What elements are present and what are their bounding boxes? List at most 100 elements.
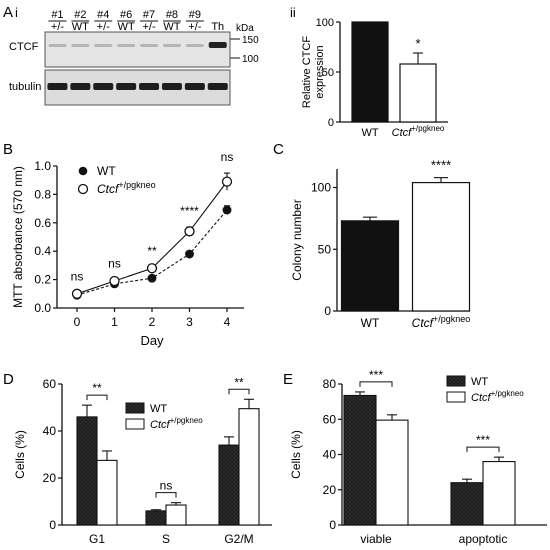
e-significance-bracket [359,381,393,387]
d-significance: ** [92,381,102,395]
b-legend-marker [77,183,89,195]
b-data-point [71,288,83,299]
e-significance: *** [369,368,383,382]
b-y-label: MTT absorbance (570 nm) [11,166,25,308]
aii-significance: * [415,36,420,51]
blot-ctcf-band [208,42,227,48]
b-y-tick-label: 0.4 [34,244,51,258]
e-legend-swatch [446,391,466,403]
b-data-point [185,249,194,259]
d-significance: ** [234,375,244,389]
b-legend-marker [78,166,88,176]
d-y-label: Cells (%) [13,430,27,479]
blot-marker-150: 150 [242,35,259,46]
c-x-tick-label: WT [361,316,380,330]
e-bar [375,419,409,526]
b-x-tick-label: 3 [186,315,193,329]
d-significance-bracket [228,388,250,395]
blot-lane-genotype: WT [118,21,135,33]
panel-label-a-ii: ii [290,5,296,20]
b-data-point [146,263,158,274]
e-y-label: Cells (%) [289,430,303,479]
b-x-tick-label: 4 [224,315,231,329]
c-bar [411,181,471,312]
aii-y-label: expression [314,45,326,98]
c-y-label: Colony number [290,199,304,280]
panel-label-e: E [283,371,293,388]
b-significance: ns [71,269,84,283]
blot-lane-genotype: +/- [142,21,155,33]
c-x-tick-label: Ctcf+/pgkneo [412,314,471,330]
d-x-tick-label: G1 [89,532,105,546]
d-legend-swatch [125,418,145,430]
blot-row-label-tubulin: tubulin [9,81,41,93]
b-significance: ** [147,244,157,258]
blot-lane-number: #7 [143,9,155,21]
e-legend-label: WT [471,376,488,388]
d-bar [96,459,118,526]
d-significance-bracket [155,492,177,498]
blot-lane-number: #1 [51,9,63,21]
blot-ctcf-band [117,44,136,47]
b-data-point [221,176,233,187]
western-blot: CTCF tubulin kDa 150 100 #1+/-#2WT#4+/-#… [9,9,259,106]
blot-ctcf-band [185,44,204,47]
d-bar [218,444,240,526]
blot-lane-genotype: +/- [97,21,110,33]
b-x-tick-label: 2 [149,315,156,329]
b-data-point [222,205,232,215]
d-y-tick-label: 60 [43,377,57,391]
e-y-tick-label: 80 [323,377,337,391]
blot-tubulin-band [116,83,137,90]
blot-ctcf-band [71,44,90,47]
aii-y-label: Relative CTCF [301,36,313,108]
aii-y-tick-label: 0 [328,117,334,129]
blot-lane-genotype: Th [211,21,224,33]
b-data-point [109,275,120,287]
b-y-tick-label: 0.8 [34,187,51,201]
b-data-point [147,273,157,283]
d-bar [76,416,98,526]
blot-lane-number: #2 [74,9,86,21]
panel-label-b: B [3,141,13,158]
e-significance-bracket [466,446,500,453]
e-y-tick-label: 20 [323,483,337,497]
e-x-tick-label: viable [360,532,392,546]
aii-y-tick-label: 100 [316,17,334,29]
c-y-tick-label: 50 [318,242,332,256]
blot-tubulin-band [207,83,228,90]
b-significance: **** [180,204,199,218]
d-bar [238,408,260,526]
blot-lane-number: #9 [189,9,201,21]
e-legend-label: Ctcf+/pgkneo [471,389,524,404]
c-y-tick-label: 100 [311,181,331,195]
d-legend-swatch [125,402,145,414]
d-y-tick-label: 40 [43,424,57,438]
e-y-tick-label: 60 [323,412,337,426]
e-bar [343,394,377,526]
blot-lane-number: #8 [166,9,178,21]
blot-tubulin-band [47,83,68,90]
panel-label-a-i: i [15,5,18,20]
b-legend-label: WT [97,164,116,178]
d-significance-bracket [86,394,108,401]
d-x-tick-label: S [162,532,170,546]
e-y-tick-label: 0 [329,518,336,532]
blot-lane-genotype: +/- [188,21,201,33]
blot-lane-number: #6 [120,9,132,21]
e-legend-swatch [446,375,466,387]
blot-kda-label: kDa [236,23,254,34]
b-x-tick-label: 1 [111,315,118,329]
blot-tubulin-band [139,83,160,90]
d-bar [145,510,167,526]
blot-lane-genotype: +/- [51,21,64,33]
e-significance: *** [476,433,490,447]
panel-label-a: A [3,4,13,21]
d-y-tick-label: 20 [43,471,57,485]
blot-tubulin-band [93,83,114,90]
b-y-tick-label: 0.0 [34,301,51,315]
e-y-tick-label: 40 [323,448,337,462]
e-bar [450,482,484,526]
c-bar [340,220,400,312]
